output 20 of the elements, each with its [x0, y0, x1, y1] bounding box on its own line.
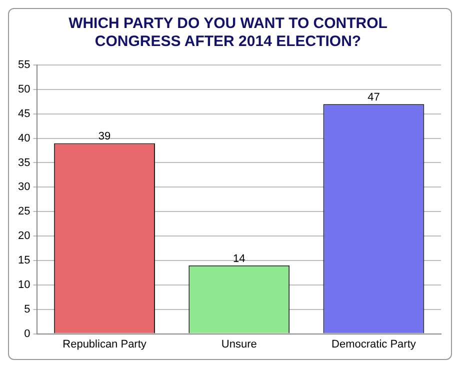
- data-label: 47: [368, 92, 380, 104]
- data-label: 14: [232, 252, 246, 265]
- y-tick-label: 50: [18, 83, 30, 96]
- text: WHICH PARTY DO YOU WANT TO CONTROL: [68, 15, 388, 32]
- y-tick-label: 55: [18, 59, 30, 72]
- y-tick-label: 25: [18, 206, 30, 218]
- y-tick-label: 45: [18, 108, 30, 120]
- y-tick-label: 0: [24, 328, 30, 340]
- x-tick-label: Democratic Party: [332, 338, 416, 350]
- y-tick-label: 15: [18, 254, 30, 267]
- x-tick-label: Republican Party: [62, 338, 147, 350]
- y-tick-label: 40: [18, 132, 30, 144]
- y-tick-label: 35: [18, 156, 30, 169]
- y-tick-label: 10: [18, 278, 30, 291]
- text: CONGRESS AFTER 2014 ELECTION?: [94, 33, 362, 50]
- y-tick-label: 5: [24, 303, 30, 316]
- y-tick-label: 20: [18, 230, 30, 242]
- x-tick-label: Unsure: [221, 338, 257, 350]
- data-label: 39: [98, 130, 111, 143]
- y-tick-label: 30: [18, 181, 30, 194]
